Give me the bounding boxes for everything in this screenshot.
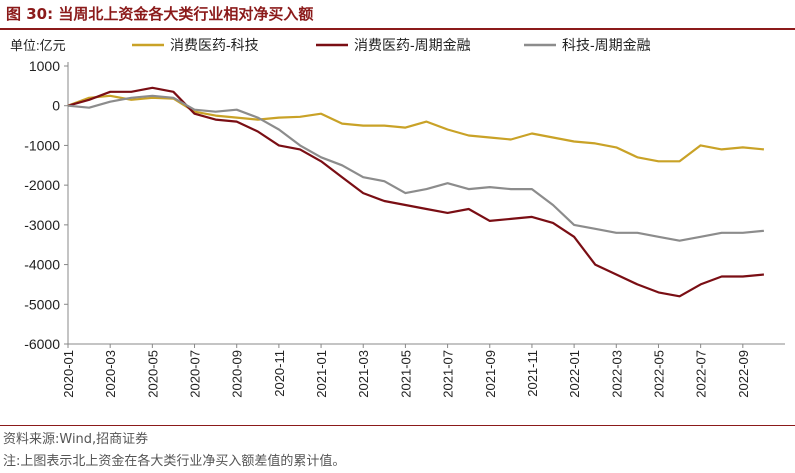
y-tick-label: -6000 bbox=[24, 336, 60, 352]
series-layer bbox=[67, 86, 765, 298]
legend: 消费医药-科技 消费医药-周期金融 科技-周期金融 bbox=[132, 37, 651, 53]
series-line-1 bbox=[67, 94, 765, 163]
series-line-3 bbox=[67, 94, 765, 242]
x-tick-label: 2020-09 bbox=[230, 350, 245, 398]
y-tick-label: -5000 bbox=[24, 296, 60, 312]
title-divider bbox=[0, 28, 795, 30]
y-tick-label: -2000 bbox=[24, 177, 60, 193]
x-tick-label: 2021-03 bbox=[356, 350, 371, 398]
y-tick-label: 0 bbox=[52, 98, 60, 114]
x-tick-label: 2021-09 bbox=[483, 350, 498, 398]
line-chart: 单位:亿元 消费医药-科技 消费医药-周期金融 科技-周期金融 1000 0 -1000… bbox=[10, 37, 785, 398]
x-tick-label: 2021-07 bbox=[441, 350, 456, 398]
x-tick-label: 2020-07 bbox=[188, 350, 203, 398]
legend-label-3: 科技-周期金融 bbox=[562, 37, 651, 53]
x-tick-label: 2022-05 bbox=[651, 350, 666, 398]
x-tick-label: 2022-09 bbox=[736, 350, 751, 398]
y-tick-label: -1000 bbox=[24, 137, 60, 153]
x-axis: 2020-01 2020-03 2020-05 2020-07 2020-09 2020-… bbox=[61, 343, 785, 398]
x-tick-label: 2020-05 bbox=[145, 350, 160, 398]
y-tick-label: -4000 bbox=[24, 257, 60, 273]
x-tick-label: 2021-11 bbox=[525, 350, 540, 397]
y-tick-label: 1000 bbox=[29, 58, 60, 74]
x-tick-label: 2021-05 bbox=[398, 350, 413, 398]
y-axis: 1000 0 -1000 -2000 -3000 -4000 -5000 -6000 bbox=[24, 58, 69, 352]
legend-label-2: 消费医药-周期金融 bbox=[354, 37, 471, 53]
x-tick-label: 2020-11 bbox=[272, 350, 287, 397]
x-tick-label: 2020-03 bbox=[103, 350, 118, 398]
unit-label: 单位:亿元 bbox=[10, 38, 66, 53]
source-note: 资料来源:Wind,招商证券 bbox=[3, 432, 149, 447]
x-tick-label: 2022-03 bbox=[609, 350, 624, 398]
legend-label-1: 消费医药-科技 bbox=[170, 37, 259, 53]
x-tick-label: 2022-07 bbox=[694, 350, 709, 398]
x-tick-label: 2020-01 bbox=[61, 350, 76, 398]
y-tick-label: -3000 bbox=[24, 217, 60, 233]
figure-title: 图 30: 当周北上资金各大类行业相对净买入额 bbox=[6, 5, 314, 23]
footer-divider bbox=[0, 425, 795, 426]
x-tick-label: 2021-01 bbox=[314, 350, 329, 398]
footnote: 注:上图表示北上资金在各大类行业净买入额差值的累计值。 bbox=[3, 454, 346, 469]
x-tick-label: 2022-01 bbox=[567, 350, 582, 398]
